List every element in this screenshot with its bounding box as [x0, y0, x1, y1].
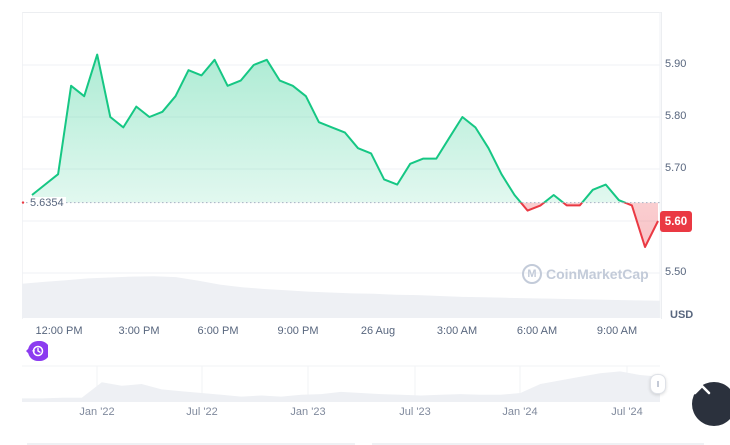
current-price-badge: 5.60	[660, 211, 692, 232]
navigator-x-tick: Jul '23	[399, 406, 431, 418]
y-tick: 5.50	[665, 266, 687, 278]
x-tick: 3:00 AM	[436, 325, 478, 337]
x-tick: 9:00 AM	[596, 325, 638, 337]
scroll-to-top-button[interactable]	[692, 382, 730, 426]
watermark: M CoinMarketCap	[522, 264, 649, 284]
navigator-x-tick: Jan '23	[290, 406, 326, 418]
x-tick: 6:00 AM	[516, 325, 558, 337]
coinmarketcap-logo-icon: M	[522, 264, 542, 284]
x-tick: 6:00 PM	[197, 325, 239, 337]
x-tick: 12:00 PM	[35, 325, 83, 337]
currency-label: USD	[670, 309, 694, 321]
divider	[27, 443, 355, 445]
navigator-x-tick: Jul '22	[186, 406, 218, 418]
x-tick: 26 Aug	[360, 325, 396, 337]
x-tick: 3:00 PM	[118, 325, 160, 337]
history-button[interactable]	[24, 341, 48, 361]
y-tick: 5.90	[665, 58, 687, 70]
chevron-up-icon	[693, 384, 711, 395]
divider	[372, 443, 704, 445]
navigator-x-tick: Jan '22	[79, 406, 115, 418]
watermark-text: CoinMarketCap	[546, 266, 649, 282]
navigator-x-tick: Jul '24	[611, 406, 643, 418]
x-tick: 9:00 PM	[277, 325, 319, 337]
navigator-x-tick: Jan '24	[502, 406, 538, 418]
baseline-label: 5.6354	[28, 197, 66, 209]
y-tick: 5.70	[665, 162, 687, 174]
history-icon	[26, 341, 48, 361]
navigator-drag-handle[interactable]: ‖	[650, 374, 666, 394]
y-tick: 5.80	[665, 110, 687, 122]
chart-frame	[22, 12, 662, 319]
drag-handle-icon: ‖	[656, 379, 660, 389]
